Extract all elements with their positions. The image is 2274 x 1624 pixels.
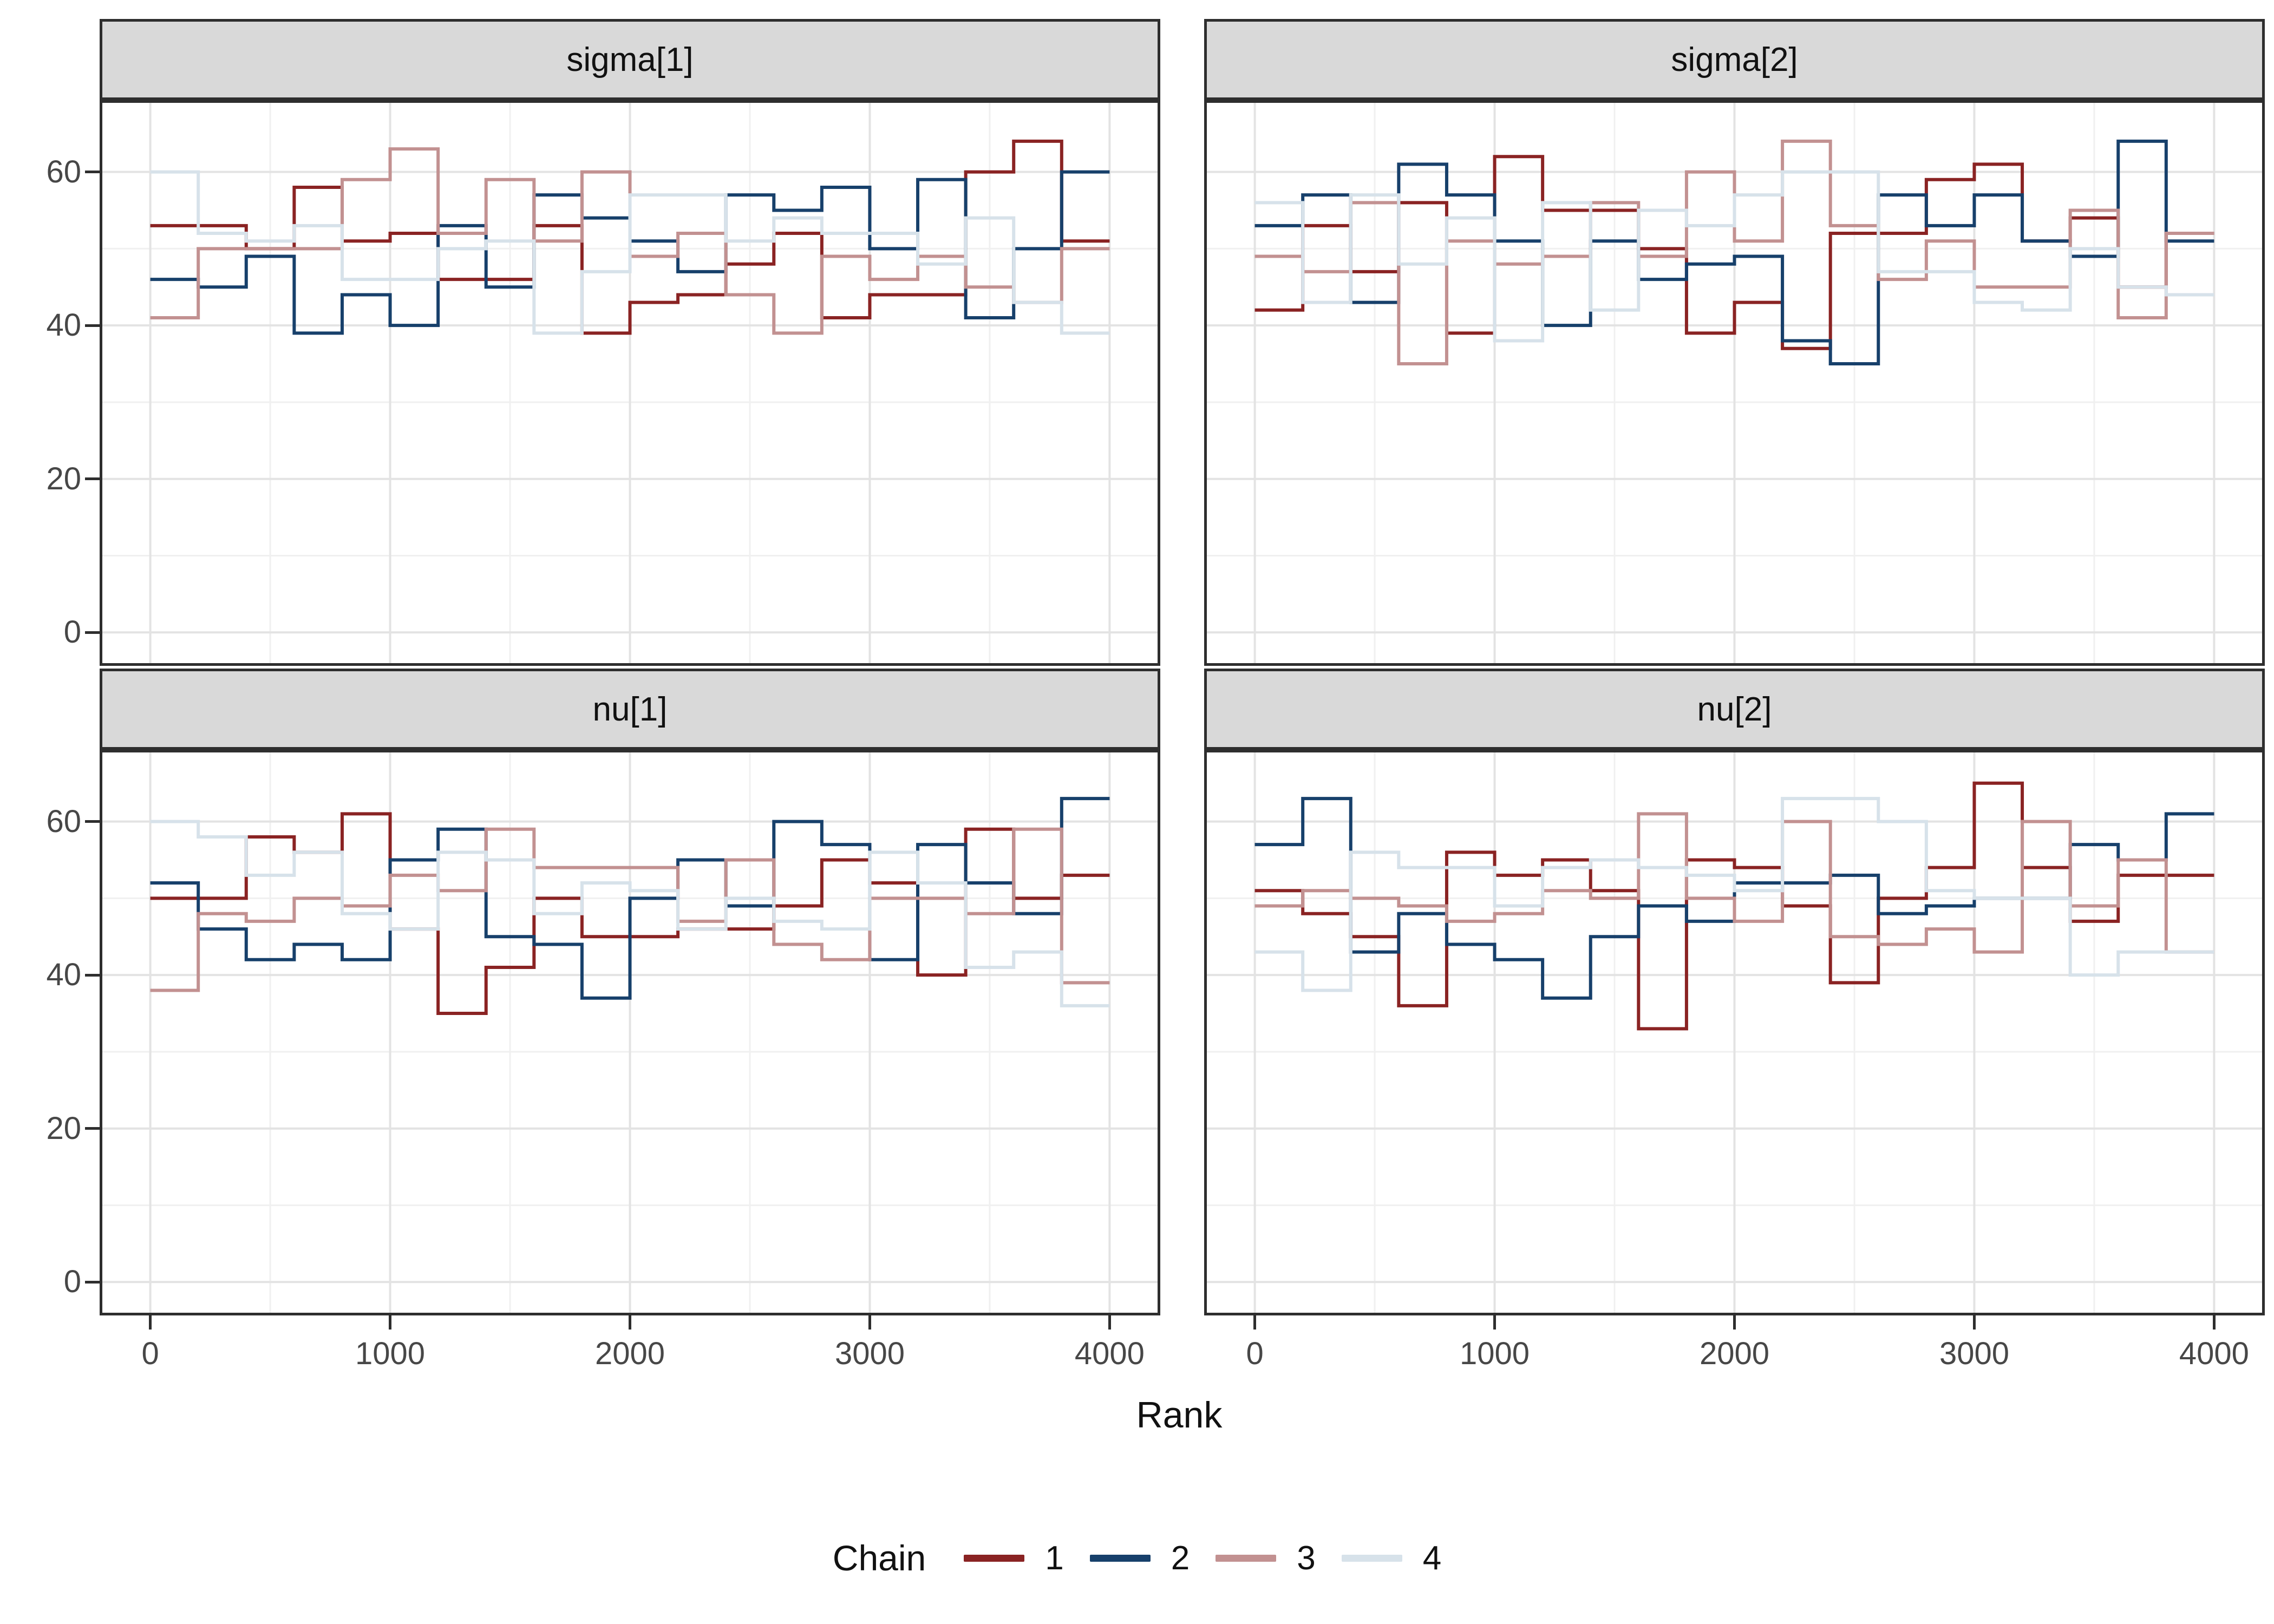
x-tick-label: 0 <box>1246 1336 1264 1371</box>
y-axis-tick <box>85 171 100 174</box>
chain2-step-line <box>150 797 1110 1000</box>
plot-sigma1 <box>102 103 1158 663</box>
x-tick-label: 2000 <box>594 1336 665 1371</box>
plot-sigma2 <box>1207 103 2262 663</box>
x-tick-label: 1000 <box>355 1336 426 1371</box>
legend-label: 1 <box>1045 1539 1064 1577</box>
facet-title: nu[2] <box>1697 690 1772 728</box>
panel-sigma1 <box>100 100 1160 666</box>
panel-nu1 <box>100 750 1160 1315</box>
x-axis-tick <box>1493 1315 1497 1330</box>
chain3-step-line <box>1254 139 2214 366</box>
chain2-step-line <box>1254 139 2214 366</box>
plot-nu2 <box>1207 752 2262 1313</box>
x-axis-title: Rank <box>1136 1394 1223 1436</box>
x-axis-tick <box>1253 1315 1257 1330</box>
facet-strip-sigma1: sigma[1] <box>100 19 1160 100</box>
x-tick-label: 1000 <box>1460 1336 1530 1371</box>
y-axis-tick <box>85 973 100 977</box>
x-axis-tick <box>1972 1315 1976 1330</box>
y-tick-label: 40 <box>46 307 81 343</box>
legend-entry-chain1: 1 <box>964 1539 1064 1577</box>
x-axis-tick <box>389 1315 392 1330</box>
chain4-step-line <box>150 820 1110 1007</box>
y-tick-label: 20 <box>46 461 81 496</box>
legend-label: 2 <box>1171 1539 1190 1577</box>
y-tick-label: 20 <box>46 1110 81 1146</box>
legend-entry-chain3: 3 <box>1216 1539 1316 1577</box>
legend-label: 4 <box>1422 1539 1442 1577</box>
y-tick-label: 0 <box>63 614 81 650</box>
x-axis-tick <box>2212 1315 2216 1330</box>
x-axis-tick <box>868 1315 871 1330</box>
chain3-line-swatch <box>1216 1554 1277 1562</box>
y-axis-tick <box>85 820 100 823</box>
legend-entry-chain4: 4 <box>1341 1539 1442 1577</box>
x-axis-tick <box>1733 1315 1736 1330</box>
facet-strip-nu2: nu[2] <box>1204 669 2265 750</box>
legend-label: 3 <box>1297 1539 1316 1577</box>
chain4-step-line <box>1254 170 2214 343</box>
y-tick-label: 40 <box>46 957 81 993</box>
facet-title: sigma[2] <box>1671 41 1798 78</box>
y-tick-label: 0 <box>63 1264 81 1300</box>
chain4-step-line <box>1254 797 2214 992</box>
y-tick-label: 60 <box>46 803 81 839</box>
x-axis-tick <box>1108 1315 1111 1330</box>
chain2-line-swatch <box>1089 1554 1151 1562</box>
legend-title: Chain <box>832 1538 926 1578</box>
facet-title: sigma[1] <box>566 41 694 78</box>
facet-strip-sigma2: sigma[2] <box>1204 19 2265 100</box>
facet-strip-nu1: nu[1] <box>100 669 1160 750</box>
x-tick-label: 4000 <box>2179 1336 2249 1371</box>
y-axis-tick <box>85 324 100 327</box>
y-tick-label: 60 <box>46 154 81 189</box>
x-tick-label: 0 <box>141 1336 159 1371</box>
y-axis-tick <box>85 631 100 634</box>
plot-nu1 <box>102 752 1158 1313</box>
x-tick-label: 4000 <box>1074 1336 1145 1371</box>
panel-sigma2 <box>1204 100 2265 666</box>
chain3-step-line <box>1254 812 2214 954</box>
x-tick-label: 3000 <box>1939 1336 2009 1371</box>
x-axis-tick <box>629 1315 631 1330</box>
chain3-step-line <box>150 147 1110 335</box>
x-tick-label: 2000 <box>1699 1336 1770 1371</box>
chain4-line-swatch <box>1341 1554 1402 1562</box>
facet-title: nu[1] <box>592 690 668 728</box>
chain1-line-swatch <box>964 1554 1025 1562</box>
y-axis-tick <box>85 1280 100 1284</box>
legend-entry-chain2: 2 <box>1089 1539 1190 1577</box>
chain4-step-line <box>150 170 1110 335</box>
y-axis-tick <box>85 477 100 481</box>
x-axis-tick <box>149 1315 152 1330</box>
panel-nu2 <box>1204 750 2265 1315</box>
chain-legend: Chain 1 2 3 4 <box>0 1537 2274 1579</box>
y-axis-tick <box>85 1127 100 1130</box>
x-tick-label: 3000 <box>834 1336 905 1371</box>
